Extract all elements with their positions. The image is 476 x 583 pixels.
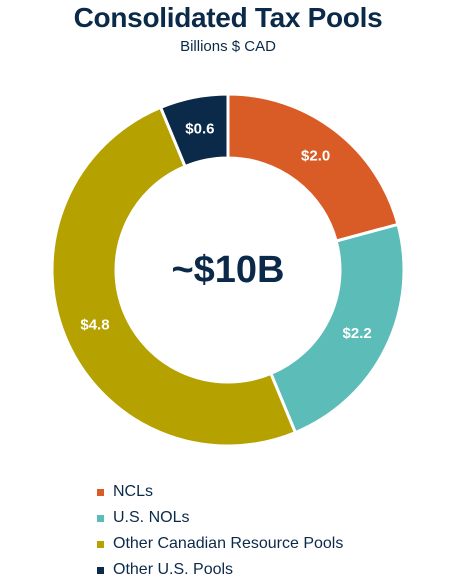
legend-item: U.S. NOLs xyxy=(97,505,343,531)
slice-1 xyxy=(268,222,406,435)
legend-label: Other U.S. Pools xyxy=(113,561,234,578)
chart-legend: NCLs U.S. NOLs Other Canadian Resource Poo… xyxy=(97,479,343,583)
legend-item: NCLs xyxy=(97,479,343,505)
slice-label-3: $0.6 xyxy=(185,120,214,137)
slice-label-2: $4.8 xyxy=(80,317,109,334)
legend-label: NCLs xyxy=(113,483,154,500)
center-label: ~$10B xyxy=(171,249,284,291)
legend-label: Other Canadian Resource Pools xyxy=(113,535,344,552)
legend-swatch xyxy=(97,488,104,496)
slice-3 xyxy=(158,92,230,169)
donut-chart: $2.0 $2.2 $4.8 $0.6 ~$10B xyxy=(50,92,406,448)
legend-swatch xyxy=(97,514,104,522)
slice-2 xyxy=(50,105,298,448)
chart-title: Consolidated Tax Pools xyxy=(73,2,383,33)
legend-label: U.S. NOLs xyxy=(113,509,190,526)
legend-swatch xyxy=(97,540,104,548)
legend-item: Other Canadian Resource Pools xyxy=(97,531,343,557)
slice-label-1: $2.2 xyxy=(343,325,372,342)
legend-swatch xyxy=(97,566,104,574)
slice-0 xyxy=(226,92,400,243)
chart-subtitle: Billions $ CAD xyxy=(180,38,276,55)
slice-label-0: $2.0 xyxy=(301,147,330,164)
legend-item: Other U.S. Pools xyxy=(97,557,343,583)
